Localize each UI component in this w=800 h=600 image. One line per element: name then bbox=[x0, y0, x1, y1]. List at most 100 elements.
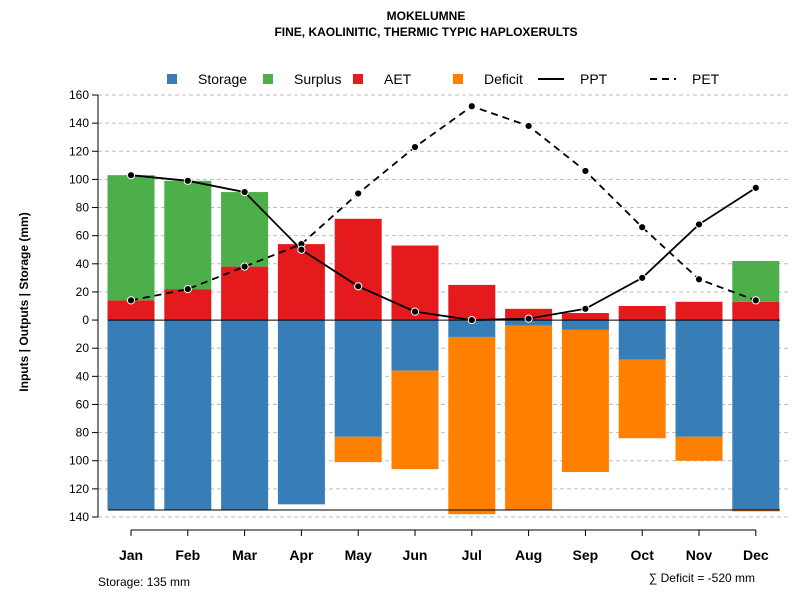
legend-label-ppt: PPT bbox=[580, 71, 608, 87]
aet-bar-feb bbox=[164, 289, 212, 321]
pet-line bbox=[130, 105, 757, 302]
pet-point-may bbox=[354, 189, 363, 198]
legend-label-storage: Storage bbox=[198, 71, 247, 87]
y-axis: 160 140 120 100 80 60 40 20 0 20 40 60 80 100 120 140 bbox=[69, 88, 99, 524]
ppt-point-jan bbox=[126, 171, 136, 180]
pet-point-jan bbox=[126, 296, 136, 305]
storage-bar-jan bbox=[107, 320, 155, 510]
month-label-nov: Nov bbox=[686, 547, 713, 563]
ppt-point-mar bbox=[240, 187, 249, 197]
storage-bar-oct bbox=[618, 320, 666, 360]
x-axis: Jan Feb Mar Apr May Jun Jul Aug Sep Oct Nov Dec bbox=[119, 529, 769, 563]
y-tick-label: 140 bbox=[69, 116, 89, 130]
aet-bar-may bbox=[334, 218, 382, 321]
ppt-point-sep bbox=[581, 304, 590, 313]
month-label-may: May bbox=[345, 547, 372, 563]
storage-bar-jun bbox=[391, 320, 439, 371]
aet-bar-mar bbox=[221, 266, 269, 321]
pet-point-jul bbox=[467, 102, 476, 111]
y-tick-label: 60 bbox=[76, 397, 90, 411]
y-tick-label: 40 bbox=[76, 369, 90, 383]
y-axis-label: Inputs | Outputs | Storage (mm) bbox=[17, 212, 31, 391]
storage-bar-apr bbox=[277, 320, 325, 505]
y-tick-label: 20 bbox=[76, 285, 90, 299]
y-tick-label: 100 bbox=[69, 172, 89, 186]
ppt-line bbox=[130, 174, 757, 321]
y-tick-label: 120 bbox=[69, 144, 89, 158]
y-tick-label: 40 bbox=[76, 257, 90, 271]
storage-bar-feb bbox=[164, 320, 212, 510]
gridlines bbox=[98, 94, 788, 518]
y-tick-label: 80 bbox=[76, 201, 90, 215]
legend-swatch-deficit bbox=[453, 74, 463, 84]
bars bbox=[107, 175, 780, 515]
deficit-bar-sep bbox=[561, 329, 609, 472]
aet-bar-apr bbox=[277, 244, 325, 321]
storage-note: Storage: 135 mm bbox=[98, 575, 190, 589]
y-tick-label: 120 bbox=[69, 482, 89, 496]
deficit-bar-nov bbox=[675, 436, 723, 461]
series-lines bbox=[126, 102, 760, 325]
deficit-bar-jul bbox=[448, 336, 496, 515]
deficit-total-note: ∑ Deficit = -520 mm bbox=[649, 571, 755, 585]
surplus-bar-feb bbox=[164, 180, 212, 290]
deficit-bar-aug bbox=[505, 325, 553, 510]
ppt-point-dec bbox=[751, 183, 760, 192]
chart-title: MOKELUMNE bbox=[387, 9, 466, 23]
aet-bar-oct bbox=[618, 306, 666, 321]
legend-label-deficit: Deficit bbox=[484, 71, 523, 87]
surplus-bar-dec bbox=[732, 260, 780, 302]
aet-bar-dec bbox=[732, 301, 780, 321]
y-tick-label: 140 bbox=[69, 510, 89, 524]
ppt-point-aug bbox=[524, 314, 533, 323]
ppt-point-may bbox=[354, 282, 363, 291]
pet-point-aug bbox=[524, 121, 533, 131]
month-label-feb: Feb bbox=[175, 547, 200, 563]
deficit-bar-jun bbox=[391, 370, 439, 470]
y-tick-label: 0 bbox=[82, 313, 89, 327]
month-label-mar: Mar bbox=[232, 547, 257, 563]
month-label-jan: Jan bbox=[119, 547, 143, 563]
y-tick-label: 20 bbox=[76, 341, 90, 355]
storage-bar-mar bbox=[221, 320, 269, 510]
pet-point-nov bbox=[694, 275, 704, 284]
pet-point-dec bbox=[751, 296, 760, 305]
legend-swatch-aet bbox=[353, 74, 363, 84]
legend-label-surplus: Surplus bbox=[294, 71, 341, 87]
aet-bar-jul bbox=[448, 284, 496, 321]
deficit-bar-oct bbox=[618, 359, 666, 439]
ppt-point-nov bbox=[694, 220, 704, 229]
y-tick-label: 100 bbox=[69, 454, 89, 468]
month-label-jun: Jun bbox=[403, 547, 428, 563]
aet-bar-nov bbox=[675, 301, 723, 321]
pet-point-mar bbox=[240, 262, 249, 271]
ppt-point-feb bbox=[183, 176, 192, 185]
pet-point-sep bbox=[581, 166, 590, 176]
storage-bar-aug bbox=[505, 320, 553, 326]
chart-subtitle: FINE, KAOLINITIC, THERMIC TYPIC HAPLOXER… bbox=[274, 25, 577, 39]
month-label-dec: Dec bbox=[743, 547, 769, 563]
legend-label-pet: PET bbox=[692, 71, 720, 87]
ppt-point-oct bbox=[638, 273, 647, 282]
deficit-bar-may bbox=[334, 436, 382, 463]
ppt-point-jul bbox=[467, 315, 476, 325]
month-label-sep: Sep bbox=[573, 547, 599, 563]
y-tick-label: 80 bbox=[76, 426, 90, 440]
pet-point-oct bbox=[638, 223, 647, 232]
storage-bar-jul bbox=[448, 320, 496, 337]
ppt-point-apr bbox=[297, 245, 306, 254]
storage-bar-may bbox=[334, 320, 382, 437]
aet-bar-sep bbox=[561, 313, 609, 321]
month-label-aug: Aug bbox=[515, 547, 542, 563]
aet-bar-aug bbox=[505, 308, 553, 321]
storage-bar-dec bbox=[732, 320, 780, 510]
ppt-point-jun bbox=[410, 307, 420, 316]
surplus-bar-mar bbox=[221, 192, 269, 267]
legend-swatch-storage bbox=[167, 74, 177, 84]
aet-bar-jan bbox=[107, 300, 155, 321]
month-label-oct: Oct bbox=[631, 547, 655, 563]
legend-swatch-surplus bbox=[263, 74, 273, 84]
month-label-apr: Apr bbox=[289, 547, 314, 563]
deficit-bar-dec bbox=[732, 509, 780, 512]
